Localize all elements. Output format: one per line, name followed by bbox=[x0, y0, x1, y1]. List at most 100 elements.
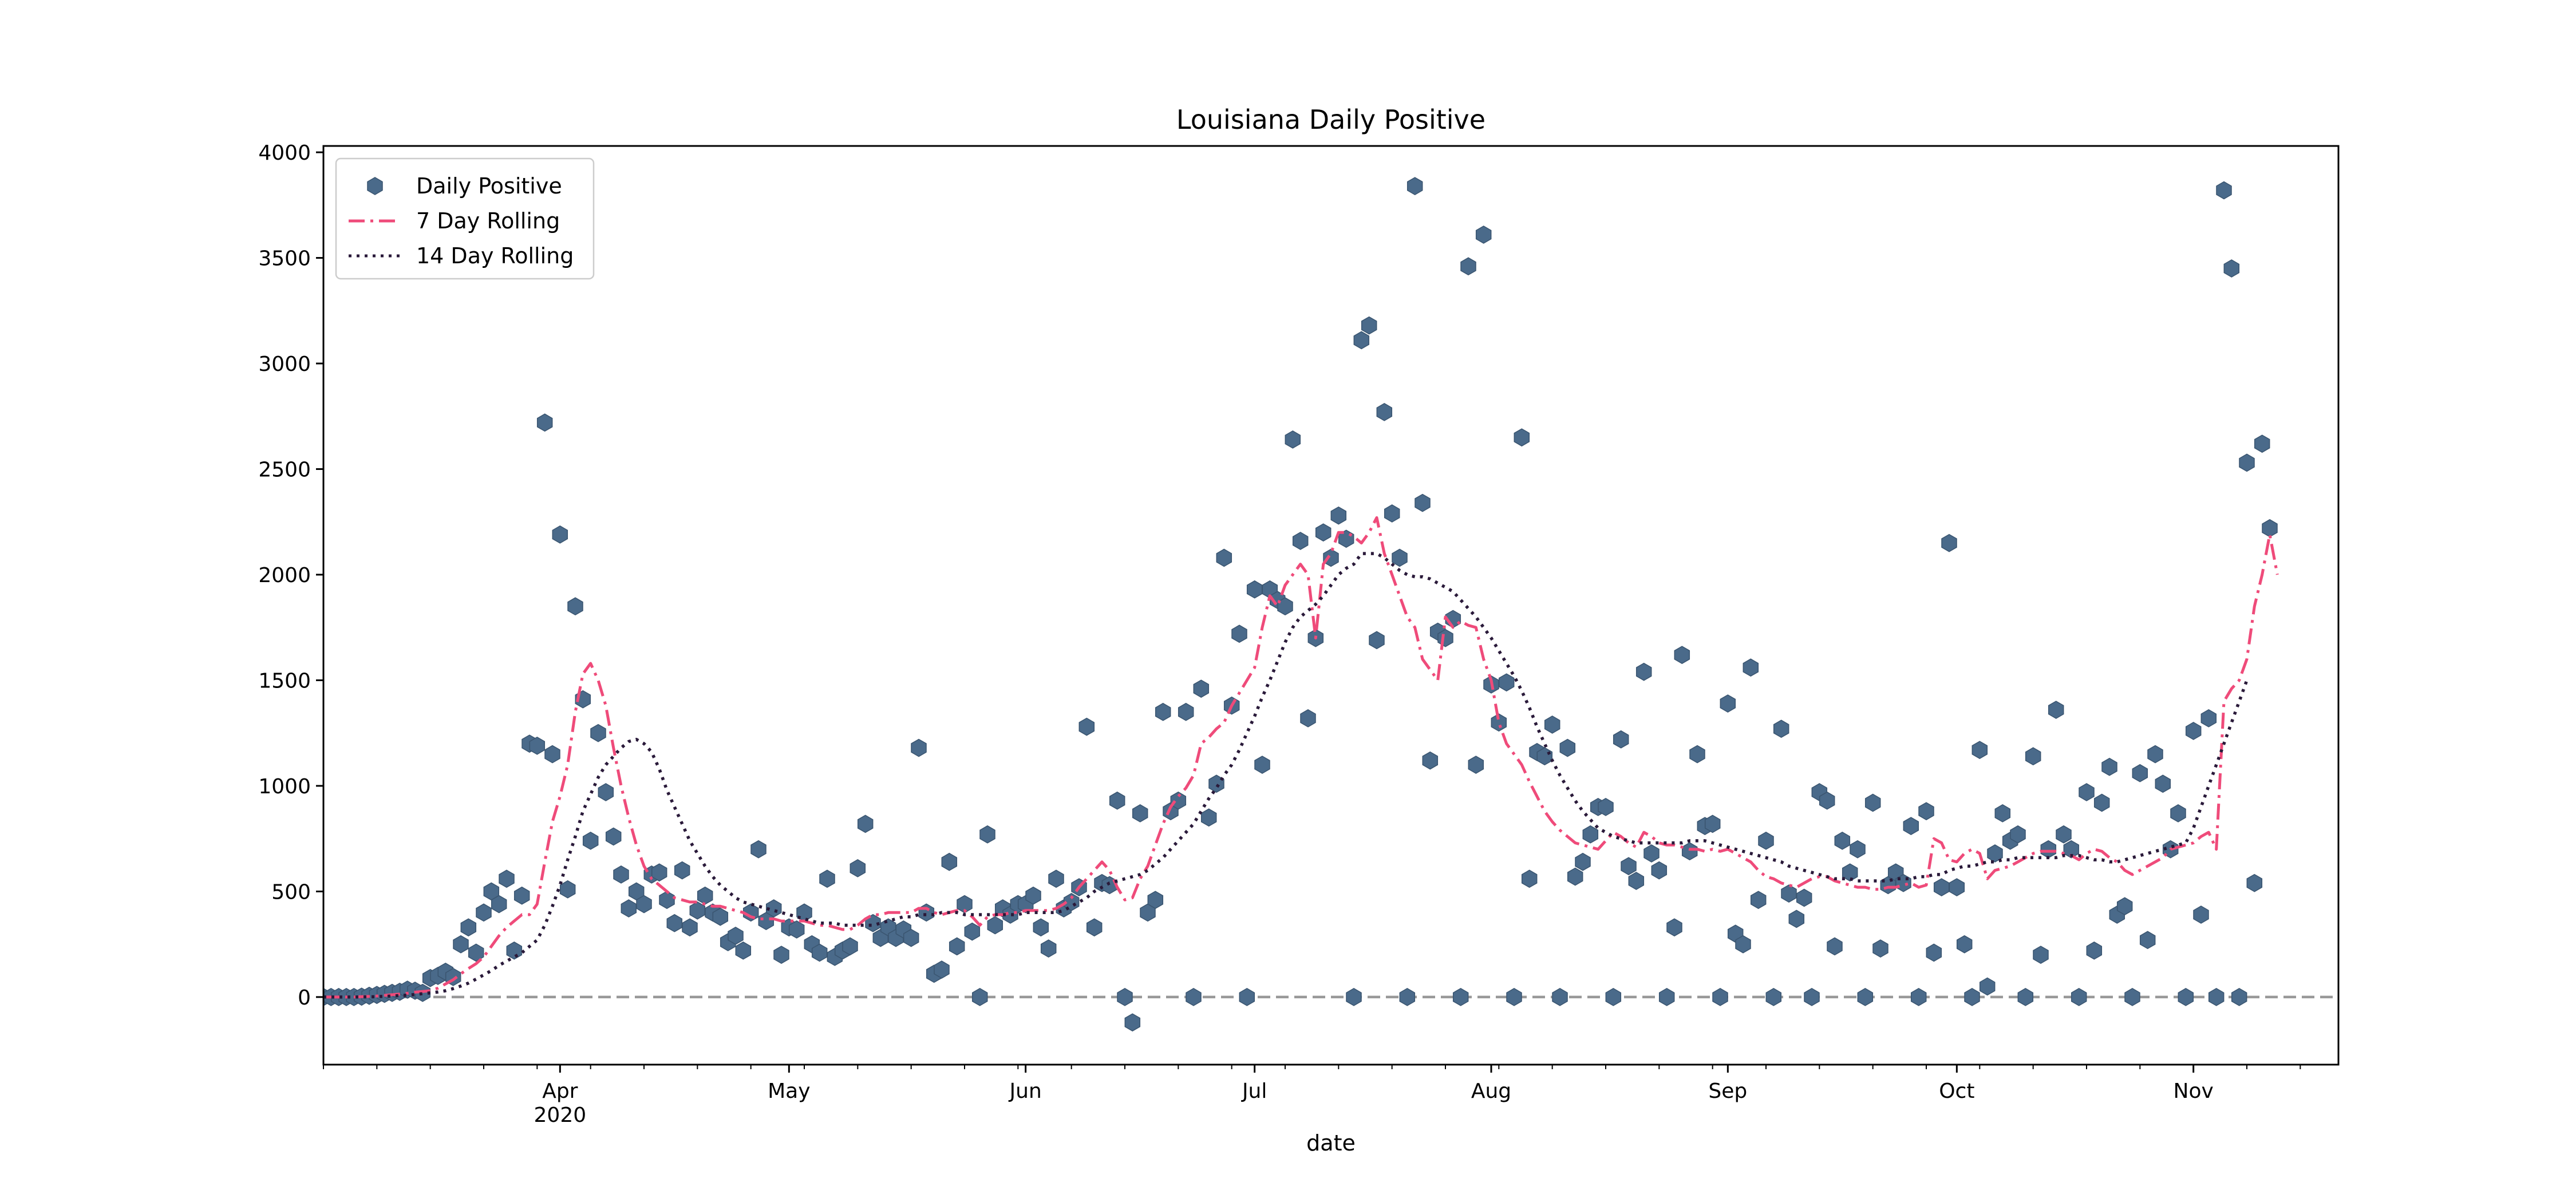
legend-marker-daily-positive bbox=[367, 177, 383, 195]
data-point bbox=[1475, 226, 1492, 244]
data-point bbox=[1635, 662, 1652, 681]
data-point bbox=[735, 941, 752, 960]
data-point bbox=[1857, 988, 1874, 1006]
data-point bbox=[2246, 873, 2263, 892]
data-point bbox=[1971, 741, 1988, 760]
data-point bbox=[1605, 988, 1622, 1006]
data-point bbox=[1277, 597, 1293, 616]
y-tick-label: 1000 bbox=[258, 775, 311, 798]
data-point bbox=[2025, 747, 2041, 766]
legend-label: 14 Day Rolling bbox=[416, 243, 574, 268]
data-point bbox=[1239, 988, 1255, 1006]
data-point bbox=[979, 825, 995, 844]
data-point bbox=[567, 597, 583, 616]
data-point bbox=[750, 840, 767, 859]
data-point bbox=[1666, 918, 1682, 937]
data-point bbox=[850, 859, 866, 877]
x-tick-label: Jul bbox=[1241, 1080, 1267, 1103]
data-point bbox=[2063, 840, 2080, 859]
data-point bbox=[1086, 918, 1103, 937]
series-line-14-day-rolling bbox=[323, 552, 2249, 999]
data-point bbox=[1406, 177, 1423, 195]
plot-frame bbox=[322, 145, 2340, 1066]
data-point bbox=[1720, 694, 1736, 713]
data-point bbox=[1384, 504, 1400, 523]
data-point bbox=[2254, 434, 2270, 453]
data-point bbox=[2132, 764, 2148, 782]
data-point bbox=[1132, 804, 1148, 823]
data-point bbox=[1964, 988, 1980, 1006]
data-point bbox=[819, 869, 835, 888]
data-point bbox=[1033, 918, 1049, 937]
data-point bbox=[1491, 713, 1507, 732]
data-point bbox=[621, 899, 637, 918]
x-tick-sublabel: 2020 bbox=[534, 1104, 587, 1127]
data-point bbox=[1750, 891, 1767, 910]
data-point bbox=[1842, 863, 1858, 882]
data-point bbox=[1514, 428, 1530, 447]
data-point bbox=[2193, 906, 2209, 924]
data-point bbox=[2048, 701, 2064, 719]
data-point bbox=[1994, 804, 2011, 823]
data-point bbox=[987, 916, 1003, 935]
data-point bbox=[1559, 738, 1576, 757]
data-point bbox=[1567, 867, 1583, 886]
data-point bbox=[1361, 316, 1377, 335]
data-point bbox=[1681, 842, 1698, 861]
data-point bbox=[1827, 937, 1843, 956]
data-point bbox=[2208, 988, 2225, 1006]
data-point bbox=[1598, 798, 1614, 816]
data-point bbox=[476, 903, 492, 922]
data-point bbox=[1170, 791, 1187, 810]
data-point bbox=[2170, 804, 2186, 823]
x-tick-label: Sep bbox=[1708, 1080, 1747, 1103]
data-point bbox=[2071, 988, 2087, 1006]
data-point bbox=[1704, 814, 1721, 833]
data-point bbox=[1353, 331, 1370, 350]
legend-box bbox=[335, 157, 595, 280]
x-tick-label: Jun bbox=[1009, 1080, 1042, 1103]
data-point bbox=[1315, 523, 1332, 542]
data-point bbox=[1124, 1013, 1141, 1032]
data-point bbox=[1178, 702, 1194, 721]
data-point bbox=[2124, 988, 2140, 1006]
data-point bbox=[1910, 988, 1927, 1006]
data-point bbox=[636, 895, 652, 914]
data-point bbox=[605, 827, 622, 846]
y-tick-label: 2500 bbox=[258, 458, 311, 482]
data-point bbox=[1979, 977, 1996, 996]
x-tick-label: Oct bbox=[1939, 1080, 1974, 1103]
data-point bbox=[1658, 988, 1675, 1006]
data-point bbox=[788, 920, 805, 939]
data-point bbox=[765, 899, 782, 918]
data-point bbox=[1613, 730, 1629, 749]
chart-title: Louisiana Daily Positive bbox=[1176, 104, 1485, 135]
data-point bbox=[1452, 988, 1469, 1006]
data-point bbox=[773, 946, 789, 964]
data-point bbox=[1864, 793, 1881, 812]
data-point bbox=[1941, 533, 1957, 552]
data-point bbox=[1254, 756, 1270, 774]
data-point bbox=[2239, 453, 2255, 472]
data-point bbox=[1788, 910, 1805, 928]
data-point bbox=[1903, 817, 1919, 835]
data-point bbox=[1216, 548, 1232, 567]
data-point bbox=[1376, 403, 1393, 421]
data-point bbox=[2185, 722, 2202, 740]
data-point bbox=[1506, 988, 1522, 1006]
data-point bbox=[1743, 658, 1759, 677]
legend-label: 7 Day Rolling bbox=[416, 208, 560, 234]
data-point bbox=[964, 922, 981, 941]
legend-label: Daily Positive bbox=[416, 173, 562, 199]
y-tick-label: 3000 bbox=[258, 353, 311, 376]
data-point bbox=[1048, 869, 1064, 888]
data-point bbox=[1063, 893, 1080, 911]
y-tick-label: 2000 bbox=[258, 564, 311, 587]
data-point bbox=[1781, 884, 1797, 903]
data-point bbox=[1437, 628, 1453, 647]
data-point bbox=[1918, 802, 1934, 821]
data-point bbox=[2040, 840, 2057, 859]
data-point bbox=[1628, 872, 1645, 890]
series-daily-positive bbox=[323, 177, 2278, 1032]
